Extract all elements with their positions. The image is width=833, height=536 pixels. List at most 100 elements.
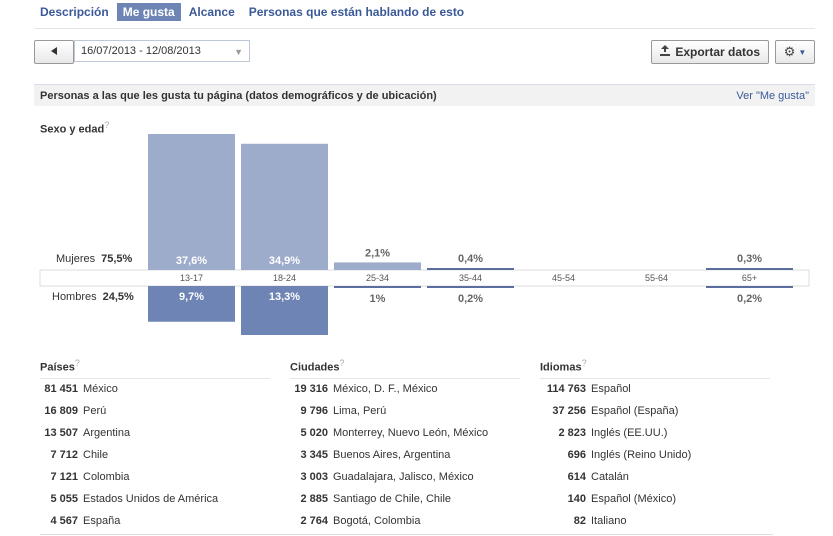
previous-period-button[interactable] (34, 40, 74, 64)
item-count: 3 003 (300, 471, 328, 483)
countries-list: 81 451 México 16 809 Perú 13 507 Argentina 7 7… (40, 378, 218, 532)
item-count: 37 256 (552, 405, 586, 417)
languages-title: Idiomas (540, 361, 582, 374)
upload-icon (660, 45, 671, 59)
men-value-label: 1% (370, 293, 386, 305)
women-label: Mujeres (56, 253, 96, 265)
women-value-label: 37,6% (176, 255, 207, 267)
item-count: 114 763 (546, 383, 586, 395)
men-row-label: Hombres 24,5% (52, 291, 134, 303)
men-value-label: 13,3% (269, 291, 300, 303)
section-title: Personas a las que les gusta tu página (… (40, 89, 437, 102)
help-icon[interactable]: ? (339, 358, 345, 368)
item-name: Lima, Perú (333, 405, 387, 417)
arrow-left-icon (49, 46, 59, 59)
item-count: 3 345 (300, 449, 328, 461)
item-count: 5 055 (50, 493, 78, 505)
men-bar (148, 286, 235, 322)
item-count: 2 885 (300, 493, 328, 505)
list-item: 140 Español (México) (540, 488, 691, 510)
men-label: Hombres (52, 291, 97, 303)
women-value-label: 34,9% (269, 255, 300, 267)
age-tick-label: 25-34 (366, 273, 389, 283)
item-count: 2 764 (300, 515, 328, 527)
item-count: 4 567 (50, 515, 78, 527)
item-name: Español (591, 383, 631, 395)
item-count: 19 316 (294, 383, 328, 395)
export-data-label: Exportar datos (675, 45, 760, 59)
item-name: Guadalajara, Jalisco, México (333, 471, 474, 483)
item-count: 81 451 (44, 383, 78, 395)
item-name: Perú (83, 405, 107, 417)
item-count: 82 (573, 515, 586, 527)
view-likes-link[interactable]: Ver "Me gusta" (736, 89, 809, 102)
help-icon[interactable]: ? (581, 358, 587, 368)
chevron-down-icon: ▼ (234, 47, 243, 57)
list-item: 696 Inglés (Reino Unido) (540, 444, 692, 466)
women-value-label: 0,4% (458, 253, 483, 265)
item-name: Monterrey, Nuevo León, México (333, 427, 489, 439)
item-count: 5 020 (300, 427, 328, 439)
settings-menu-button[interactable]: ⚙ ▼ (775, 40, 815, 64)
men-bar (706, 286, 793, 288)
item-name: Inglés (EE.UU.) (591, 427, 668, 439)
countries-heading: Países? (40, 358, 270, 379)
languages-list: 114 763 Español 37 256 Español (España) 2 82… (540, 378, 691, 532)
tab-me-gusta[interactable]: Me gusta (116, 3, 181, 21)
list-item: 3 345 Buenos Aires, Argentina (290, 444, 488, 466)
item-name: México, D. F., México (333, 383, 438, 395)
item-name: Buenos Aires, Argentina (333, 449, 451, 461)
tabs-divider (34, 28, 815, 29)
list-item: 82 Italiano (540, 510, 691, 532)
section-header: Personas a las que les gusta tu página (… (34, 84, 815, 106)
gender-age-title: Sexo y edad? (40, 120, 109, 136)
export-data-button[interactable]: Exportar datos (651, 40, 769, 64)
list-item: 16 809 Perú (40, 400, 218, 422)
tab-personas-hablando[interactable]: Personas que están hablando de esto (248, 5, 465, 19)
age-tick-label: 65+ (742, 273, 757, 283)
list-item: 13 507 Argentina (40, 422, 218, 444)
gender-age-title-text: Sexo y edad (40, 123, 105, 136)
women-bar (148, 134, 235, 270)
item-count: 16 809 (44, 405, 78, 417)
age-tick-label: 35-44 (459, 273, 482, 283)
item-name: Colombia (83, 471, 130, 483)
list-item: 5 020 Monterrey, Nuevo León, México (290, 422, 488, 444)
list-item: 5 055 Estados Unidos de América (40, 488, 218, 510)
item-name: Español (España) (591, 405, 679, 417)
list-item: 4 567 España (40, 510, 218, 532)
tab-alcance[interactable]: Alcance (188, 5, 235, 19)
list-item: 2 764 Bogotá, Colombia (290, 510, 488, 532)
date-range-selector[interactable]: 16/07/2013 - 12/08/2013 ▼ (74, 40, 250, 62)
list-item: 7 121 Colombia (40, 466, 218, 488)
men-value-label: 0,2% (458, 293, 483, 305)
women-bar (334, 262, 421, 270)
age-axis-band (39, 269, 810, 287)
tab-bar: Descripción Me gusta Alcance Personas qu… (34, 2, 472, 22)
item-name: Bogotá, Colombia (333, 515, 421, 527)
women-bar (427, 268, 514, 270)
list-item: 9 796 Lima, Perú (290, 400, 488, 422)
item-name: Inglés (Reino Unido) (591, 449, 692, 461)
men-bar (334, 286, 421, 288)
item-name: Catalán (591, 471, 629, 483)
age-tick-label: 13-17 (180, 273, 203, 283)
toolbar: 16/07/2013 - 12/08/2013 ▼ Exportar datos… (34, 40, 815, 64)
tab-descripcion[interactable]: Descripción (40, 5, 109, 19)
help-icon[interactable]: ? (104, 120, 110, 130)
item-count: 7 712 (50, 449, 78, 461)
men-value-label: 0,2% (737, 293, 762, 305)
item-count: 7 121 (50, 471, 78, 483)
cities-heading: Ciudades? (290, 358, 520, 379)
age-tick-label: 45-54 (552, 273, 575, 283)
help-icon[interactable]: ? (74, 358, 80, 368)
item-name: Santiago de Chile, Chile (333, 493, 452, 505)
cities-list: 19 316 México, D. F., México 9 796 Lima, Pe… (290, 378, 488, 532)
men-bar (241, 286, 328, 335)
item-count: 140 (567, 493, 586, 505)
women-value-label: 0,3% (737, 253, 762, 265)
women-bar (706, 268, 793, 270)
age-tick-label: 18-24 (273, 273, 296, 283)
countries-title: Países (40, 361, 75, 374)
